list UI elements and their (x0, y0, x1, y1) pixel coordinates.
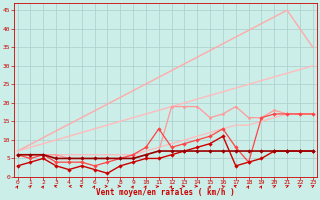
X-axis label: Vent moyen/en rafales ( km/h ): Vent moyen/en rafales ( km/h ) (96, 188, 235, 197)
